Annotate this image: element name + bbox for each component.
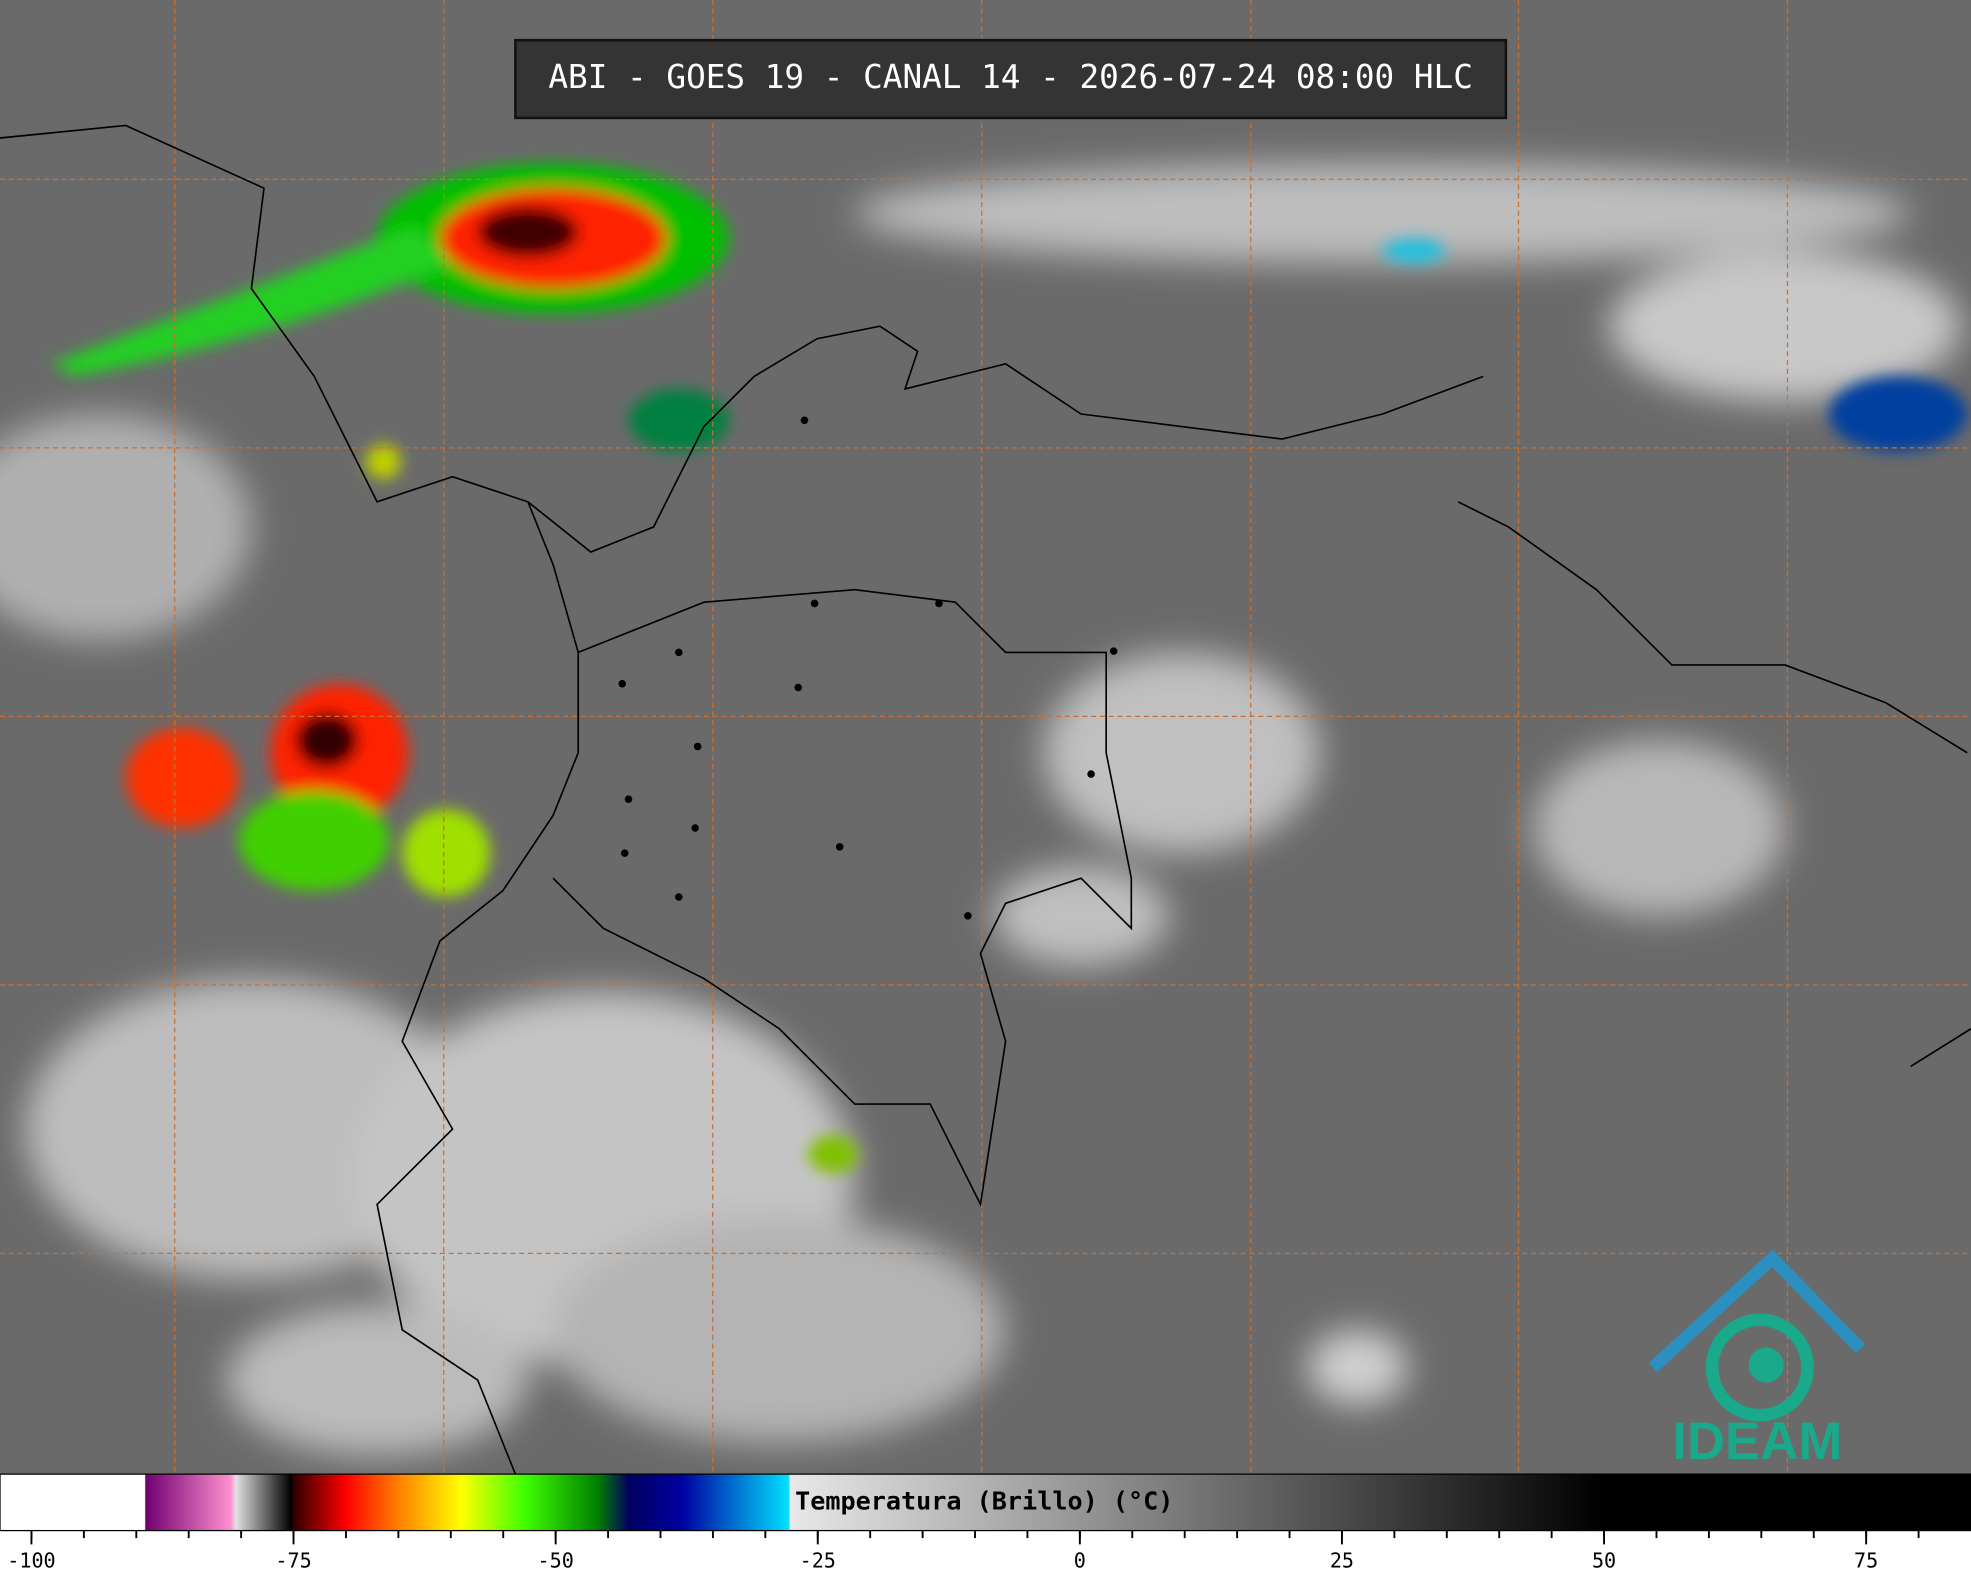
logo: IDEAM bbox=[1648, 1249, 1865, 1471]
tick-label: -75 bbox=[275, 1548, 311, 1572]
coastlines bbox=[0, 124, 1971, 1475]
colorbar-fill bbox=[0, 1473, 1971, 1532]
title: ABI - GOES 19 - CANAL 14 - 2026-07-24 08… bbox=[548, 58, 1473, 96]
title-box bbox=[514, 38, 1508, 120]
tick-label: -50 bbox=[538, 1548, 574, 1572]
logo-text: IDEAM bbox=[1672, 1412, 1842, 1471]
tick-label: 0 bbox=[1074, 1548, 1086, 1572]
cities bbox=[618, 416, 1118, 920]
tick-label: 75 bbox=[1854, 1548, 1878, 1572]
tick-label: 25 bbox=[1330, 1548, 1354, 1572]
tick-label: -100 bbox=[7, 1548, 55, 1572]
colorbar-label: Temperatura (Brillo) (°C) bbox=[795, 1486, 1173, 1515]
graticule bbox=[0, 0, 1971, 1475]
tick-label: 50 bbox=[1592, 1548, 1616, 1572]
storms bbox=[50, 163, 1968, 1174]
colorbar: Temperatura (Brillo) (°C) -100 -75 -50 -25 0 2… bbox=[0, 1473, 1971, 1572]
tick-label: -25 bbox=[800, 1548, 836, 1572]
tick-area bbox=[0, 1530, 1971, 1577]
